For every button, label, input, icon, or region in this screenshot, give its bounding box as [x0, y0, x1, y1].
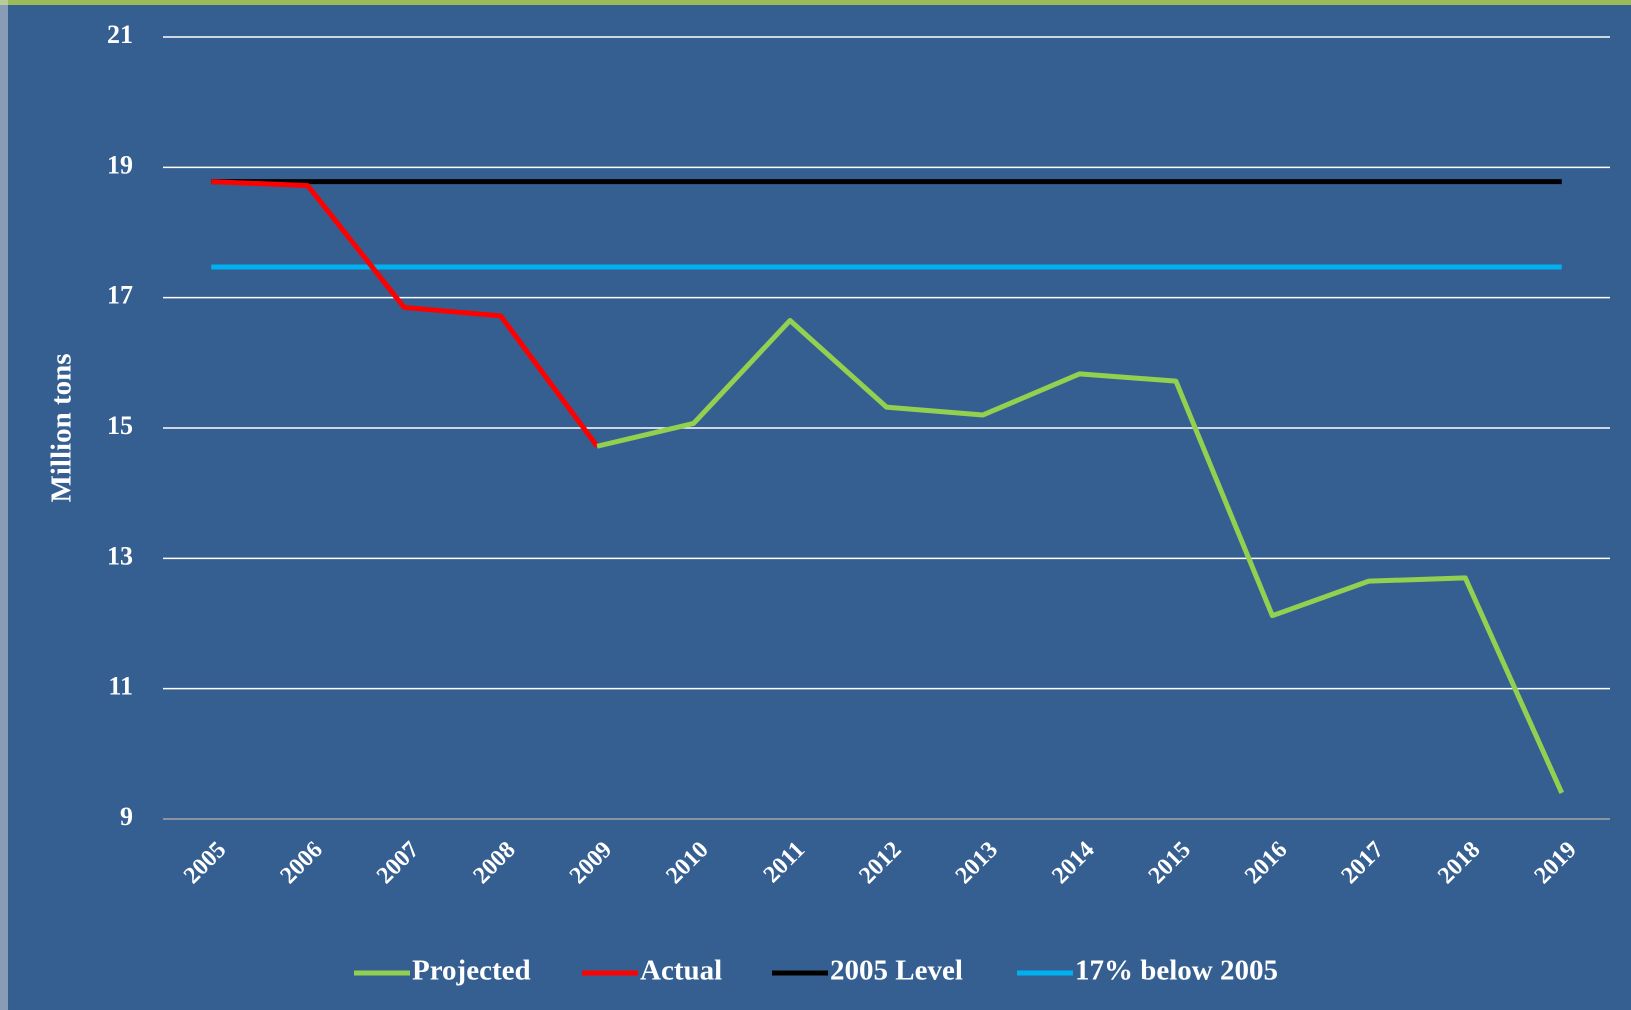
y-tick-label: 13 [107, 541, 133, 570]
legend-label: Actual [640, 955, 722, 987]
y-tick-label: 21 [107, 20, 133, 49]
legend-label: Projected [412, 955, 531, 987]
y-tick-label: 15 [107, 411, 133, 440]
series-line [211, 179, 600, 448]
y-axis-label: Million tons [46, 353, 78, 502]
top-border [0, 0, 1631, 5]
y-tick-label: 17 [107, 281, 133, 310]
legend-label: 17% below 2005 [1075, 955, 1278, 987]
legend-label: 2005 Level [830, 955, 963, 987]
left-border [0, 0, 8, 1010]
series-line [596, 317, 1565, 794]
y-tick-label: 9 [120, 802, 133, 831]
y-tick-label: 19 [107, 150, 133, 179]
y-tick-label: 11 [108, 672, 133, 701]
